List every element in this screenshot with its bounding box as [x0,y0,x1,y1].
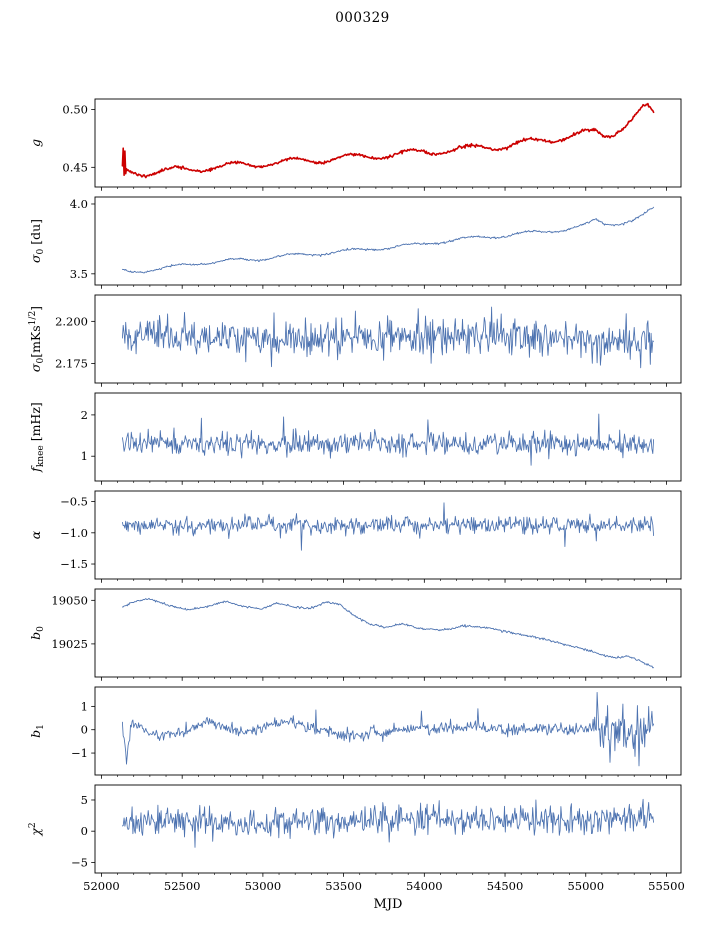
y-tick-label: 4.0 [70,197,88,211]
y-tick-label: 0 [81,723,88,737]
x-tick-label: 53500 [325,879,362,893]
x-tick-label: 53000 [245,879,282,893]
y-tick-label: 19025 [51,637,88,651]
y-tick-label: 1 [81,449,88,463]
data-line-b1 [121,691,655,767]
y-tick-label: 0 [81,824,88,838]
axes-frame [94,784,682,874]
y-tick-label: 2.200 [55,314,88,328]
x-tick-label: 52500 [164,879,201,893]
y-axis-label: g [28,139,43,147]
y-tick-label: −1.0 [60,526,88,540]
y-tick-label: 2.175 [55,357,88,371]
y-axis-label: χ2 [28,822,43,836]
axes-frame [94,588,682,678]
data-line-sigma0-du [121,206,655,274]
data-line-sigma0-mks [121,306,655,369]
data-line-alpha [121,502,655,551]
axes-frame [94,392,682,482]
y-axis-label: σ0[mKs1/2] [28,306,46,372]
x-tick-label: 55500 [648,879,685,893]
y-tick-label: −1.5 [60,557,88,571]
subplot-sigma0-mks: 2.175 2.200 σ0[mKs1/2] [28,294,682,387]
subplot-alpha: −0.5 −1.0 −1.5 α [28,490,682,583]
subplot-f-knee: 1 2 fknee [mHz] [28,392,682,485]
data-line-chi2 [121,798,655,848]
y-axis-label: α [28,530,43,539]
subplot-stack: 0.45 0.50 g 3.5 4.0 σ0 [du] 2.175 2.200 σ0[mKs1/… [0,98,725,901]
subplot-b1: −1 0 1 b1 [28,686,682,779]
y-tick-label: 19050 [51,593,88,607]
y-tick-label: 0.45 [62,160,88,174]
subplot-chi2: 52000 52500 53000 53500 54000 54500 55000 55500… [28,784,685,893]
y-tick-label: −5 [71,855,88,869]
x-tick-label: 54000 [406,879,443,893]
y-tick-label: 1 [81,699,88,713]
x-axis-title: MJD [373,897,403,912]
axes-frame [94,98,682,188]
axes-frame [94,196,682,286]
x-tick-label: 52000 [83,879,120,893]
x-tick-label: 55000 [567,879,604,893]
data-line-b0 [121,597,655,669]
y-tick-label: 2 [81,408,88,422]
axes-frame [94,294,682,384]
x-tick-label: 54500 [487,879,524,893]
y-tick-label: −0.5 [60,495,88,509]
figure-title: 000329 [335,10,390,26]
y-axis-label: b1 [28,724,46,738]
axes-frame [94,686,682,776]
subplot-g: 0.45 0.50 g [28,98,682,191]
axes-frame [94,490,682,580]
y-axis-label: σ0 [du] [28,219,46,263]
y-tick-label: 0.50 [62,102,88,116]
y-tick-label: 5 [81,793,88,807]
y-axis-label: fknee [mHz] [28,402,46,473]
y-tick-label: −1 [71,746,88,760]
data-line-f-knee [121,413,655,466]
data-line-g [121,102,655,179]
subplot-b0: 19025 19050 b0 [28,588,682,681]
y-axis-label: b0 [28,626,46,640]
subplot-sigma0-du: 3.5 4.0 σ0 [du] [28,196,682,289]
y-tick-label: 3.5 [70,267,88,281]
